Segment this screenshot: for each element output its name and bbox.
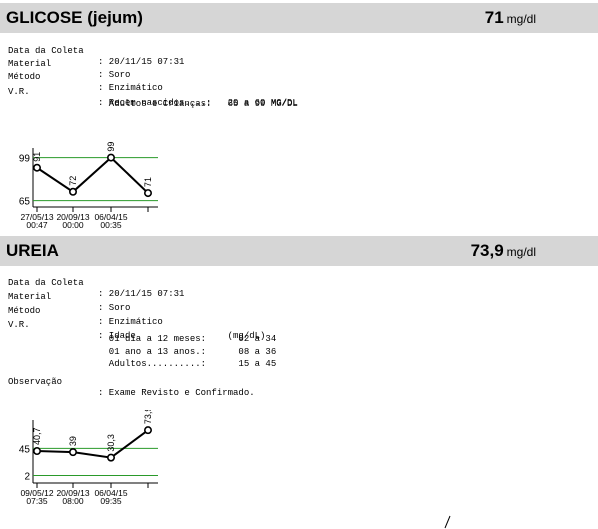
- x-tick-date: 20/09/13: [56, 212, 89, 222]
- y-tick-label: 45: [19, 444, 31, 455]
- metodo-label: Método: [8, 72, 41, 82]
- metodo-value: : Enzimático: [98, 317, 163, 327]
- data-point: [32, 447, 41, 456]
- glicose-result: 71 mg/dl: [485, 8, 536, 28]
- metodo-label: Método: [8, 306, 41, 316]
- x-tick-date: 06/04/15: [94, 212, 127, 222]
- ureia-vr-row: V.R. : Idade (mg/dL): [0, 309, 598, 353]
- ureia-vr-row-2: 01 ano a 13 anos.: 08 a 36: [0, 336, 598, 369]
- data-point-label: 39: [68, 436, 78, 446]
- material-value: : Soro: [98, 70, 131, 80]
- data-point: [69, 448, 78, 457]
- vr-header: : Idade (mg/dL): [98, 331, 266, 341]
- x-tick-date: 09/05/12: [20, 488, 53, 498]
- x-tick-time: 08:00: [62, 496, 84, 506]
- coleta-label: Data da Coleta: [8, 278, 84, 288]
- glicose-vr-row: V.R. : Recem nascidos....: 20 a 60 MG/DL: [0, 76, 598, 120]
- glicose-header: GLICOSE (jejum) 71 mg/dl: [0, 3, 598, 33]
- data-point: [32, 163, 41, 172]
- vr-line-2: 01 ano a 13 anos.: 08 a 36: [98, 347, 277, 357]
- ureia-obs-row: Observação : Exame Revisto e Confirmado.: [0, 366, 598, 410]
- ureia-material-row: Material : Soro: [0, 281, 598, 325]
- x-tick-time: 00:35: [100, 220, 122, 230]
- y-tick-label: 2: [24, 471, 30, 482]
- coleta-label: Data da Coleta: [8, 46, 84, 56]
- data-point-label: 72: [68, 176, 78, 186]
- glicose-coleta-row: Data da Coleta : 20/11/15 07:31: [0, 35, 598, 79]
- data-point-label: 91: [32, 152, 42, 162]
- data-point: [144, 189, 153, 198]
- ureia-title: UREIA: [6, 241, 59, 260]
- x-tick-time: 07:35: [26, 496, 48, 506]
- x-tick-date: 20/09/13: [56, 488, 89, 498]
- glicose-metodo-row: Método : Enzimático: [0, 61, 598, 105]
- ureia-vr-row-1: 01 dia a 12 meses: 02 a 34: [0, 323, 598, 356]
- vr-line-1: 01 dia a 12 meses: 02 a 34: [98, 334, 277, 344]
- data-point-label: 30,3: [106, 434, 116, 452]
- glicose-title: GLICOSE (jejum): [6, 8, 143, 27]
- vr-line-1: : Recem nascidos....: 20 a 60 MG/DL: [98, 98, 298, 108]
- x-tick-date: 06/04/15: [94, 488, 127, 498]
- observacao-label: Observação: [8, 377, 63, 387]
- vr-line-3: Adultos..........: 15 a 45: [98, 359, 277, 369]
- glicose-unit: mg/dl: [506, 12, 536, 26]
- ureia-result: 73,9 mg/dl: [471, 241, 536, 261]
- ureia-unit: mg/dl: [506, 245, 536, 259]
- metodo-value: : Enzimático: [98, 83, 163, 93]
- coleta-value: : 20/11/15 07:31: [98, 57, 185, 67]
- glicose-material-row: Material : Soro: [0, 48, 598, 92]
- data-point: [107, 453, 116, 462]
- vr-label: V.R.: [8, 87, 30, 97]
- vr-line-2: Adultos e Crianças: 65 a 99 MG/DL: [98, 99, 298, 109]
- vr-label: V.R.: [8, 320, 30, 330]
- x-tick-time: 09:35: [100, 496, 122, 506]
- ureia-vr-row-3: Adultos..........: 15 a 45: [0, 348, 598, 381]
- glicose-series-line: [36, 156, 149, 194]
- ureia-header: UREIA 73,9 mg/dl: [0, 236, 598, 266]
- y-tick-label: 99: [19, 154, 31, 165]
- data-point: [144, 426, 153, 435]
- material-label: Material: [8, 292, 52, 302]
- data-point: [107, 153, 116, 162]
- coleta-value: : 20/11/15 07:31: [98, 289, 185, 299]
- x-tick-time: 00:00: [62, 220, 84, 230]
- data-point-label: 40,7: [32, 428, 42, 446]
- y-tick-label: 65: [19, 197, 31, 208]
- data-point-label: 73,9: [143, 410, 153, 424]
- ureia-value: 73,9: [470, 241, 504, 260]
- x-tick-time: 00:47: [26, 220, 48, 230]
- glicose-vr-row-2: Adultos e Crianças: 65 a 99 MG/DL: [0, 88, 598, 121]
- glicose-value: 71: [484, 8, 504, 27]
- material-value: : Soro: [98, 303, 131, 313]
- observacao-value: : Exame Revisto e Confirmado.: [98, 388, 255, 398]
- material-label: Material: [8, 59, 52, 69]
- ureia-metodo-row: Método : Enzimático: [0, 295, 598, 339]
- data-point-label: 71: [143, 177, 153, 187]
- data-point-label: 99: [106, 142, 116, 152]
- pen-mark: [444, 515, 451, 529]
- ureia-series-line: [36, 429, 149, 459]
- ureia-coleta-row: Data da Coleta : 20/11/15 07:31: [0, 267, 598, 311]
- data-point: [69, 187, 78, 196]
- x-tick-date: 27/05/13: [20, 212, 53, 222]
